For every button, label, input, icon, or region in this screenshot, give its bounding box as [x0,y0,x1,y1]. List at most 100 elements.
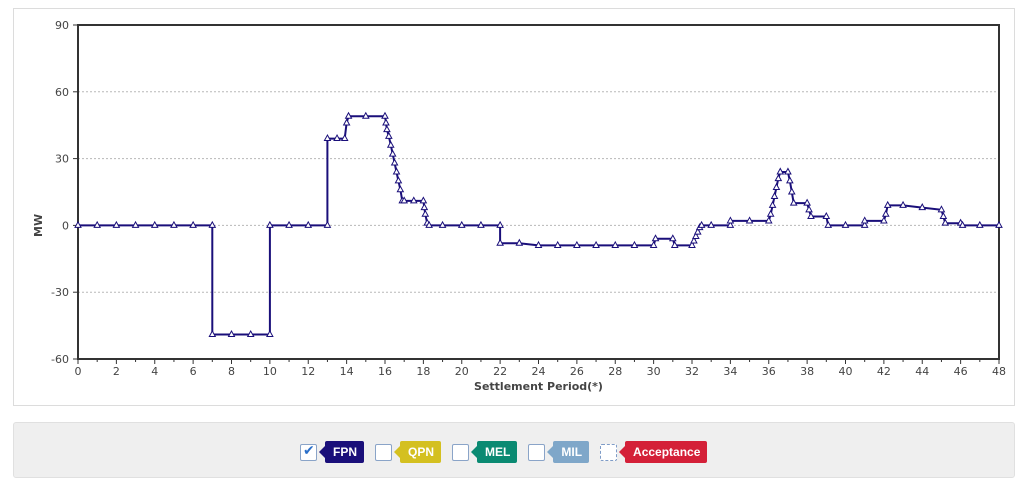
qpn-checkbox[interactable] [375,443,392,461]
mil-checkbox[interactable] [528,443,546,461]
data-point-marker [776,167,785,175]
x-tick-label: 4 [151,365,158,378]
x-tick-label: 48 [992,365,1006,378]
data-point-marker [786,176,794,184]
data-point-marker [390,158,399,166]
data-point-marker [383,125,391,133]
data-point-marker [697,220,706,228]
data-point-marker [419,196,428,204]
data-point-marker [573,240,581,248]
legend-item-fpn[interactable]: FPN [300,441,364,463]
y-axis-title: MW [32,214,45,237]
data-point-marker [937,205,946,213]
data-point-marker [394,176,403,184]
data-point-marker [995,220,1003,228]
data-point-marker [824,220,833,228]
data-point-marker [883,200,892,208]
x-tick-label: 8 [228,365,235,378]
data-point-marker [425,220,433,228]
data-point-marker [340,134,349,142]
data-point-marker [860,220,869,228]
mel-checkbox[interactable] [452,443,470,461]
x-tick-label: 2 [113,365,120,378]
legend-item-qpn[interactable]: QPN [375,441,442,463]
data-point-marker [803,198,811,206]
x-tick-label: 16 [378,365,392,378]
fpn-label: FPN [319,441,364,463]
data-point-marker [392,167,401,175]
y-tick-label: -60 [51,353,69,366]
legend-bar: FPN QPN MEL MIL Acceptance [13,422,1015,478]
data-point-marker [208,220,217,228]
data-point-marker [534,240,543,248]
data-point-marker [361,111,370,119]
data-point-marker [726,220,735,228]
data-point-marker [93,220,102,228]
x-tick-label: 34 [723,365,737,378]
y-tick-label: 60 [55,86,69,99]
data-point-marker [975,220,984,228]
data-point-marker [668,234,677,242]
data-point-marker [323,220,332,228]
x-tick-label: 26 [570,365,584,378]
y-tick-label: 0 [62,219,69,232]
data-point-marker [400,196,409,204]
data-point-marker [396,185,405,193]
data-point-marker [880,216,888,224]
data-point-marker [789,198,798,206]
data-point-marker [131,220,140,228]
data-point-marker [630,240,639,248]
legend-item-acceptance[interactable]: Acceptance [600,441,708,463]
data-point-marker [688,240,696,248]
data-point-marker [958,220,967,228]
data-point-marker [553,240,562,248]
data-point-marker [304,220,313,228]
x-tick-label: 46 [954,365,968,378]
x-tick-label: 30 [647,365,661,378]
chart-panel: 90 60 30 0 -30 -60 0 2 4 6 8 10 12 14 16 18 20 22 24 26 28 30… [13,8,1015,406]
data-point-marker [745,216,754,224]
data-point-marker [772,183,781,191]
data-point-marker [881,209,890,217]
data-point-marker [438,220,447,228]
data-point-marker [285,220,293,228]
data-point-marker [707,220,716,228]
data-point-marker [787,187,796,195]
data-point-marker [726,216,735,224]
data-point-marker [421,209,430,217]
x-tick-label: 36 [762,365,776,378]
data-point-marker [592,240,600,248]
data-point-marker [807,211,815,219]
data-point-marker [344,111,353,119]
y-tick-label: 90 [55,19,69,32]
acceptance-checkbox[interactable] [600,443,618,461]
x-tick-label: 40 [839,365,853,378]
data-point-marker [899,200,907,208]
x-tick-label: 14 [340,365,354,378]
data-point-marker [457,220,466,228]
data-point-marker [515,238,524,246]
data-point-marker [384,131,393,139]
mil-label: MIL [547,441,590,463]
data-point-marker [693,227,702,235]
data-point-marker [150,220,159,228]
data-point-marker [770,191,779,199]
y-tick-label: 30 [55,153,69,166]
data-point-marker [208,329,217,338]
legend-item-mil[interactable]: MIL [528,441,590,463]
legend-item-mel[interactable]: MEL [452,441,518,463]
data-point-marker [409,196,418,204]
data-point-marker [246,329,255,338]
data-point-marker [227,329,236,338]
data-point-marker [766,209,775,217]
data-point-marker [112,220,121,228]
mel-label: MEL [470,441,518,463]
fpn-checkbox[interactable] [300,443,317,461]
x-tick-label: 6 [190,365,197,378]
data-point-marker [342,118,351,126]
data-point-marker [266,329,274,338]
x-tick-label: 44 [915,365,929,378]
x-tick-label: 32 [685,365,699,378]
data-point-marker [496,238,504,246]
